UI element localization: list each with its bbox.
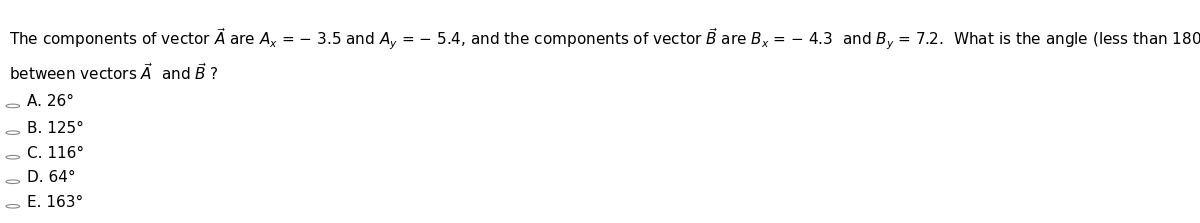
Text: B. 125°: B. 125° <box>28 121 84 136</box>
Text: D. 64°: D. 64° <box>28 170 76 185</box>
Text: E. 163°: E. 163° <box>28 195 84 210</box>
Text: between vectors $\vec{A}$  and $\vec{B}$ ?: between vectors $\vec{A}$ and $\vec{B}$ … <box>8 62 218 83</box>
Text: C. 116°: C. 116° <box>28 146 84 161</box>
Text: The components of vector $\vec{A}$ are $A_x$ = $-$ 3.5 and $A_y$ = $-$ 5.4, and : The components of vector $\vec{A}$ are $… <box>8 27 1200 52</box>
Text: A. 26°: A. 26° <box>28 94 74 109</box>
